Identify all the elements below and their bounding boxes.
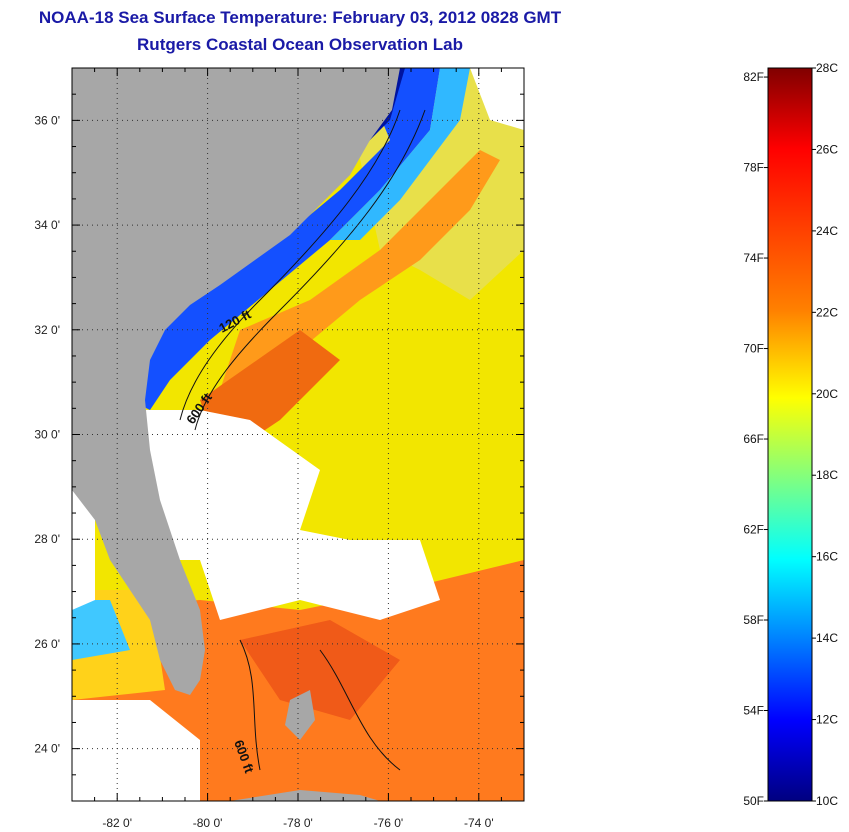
contour-600ft [194, 109, 426, 431]
coastal-cold [140, 68, 440, 410]
land-cuba [230, 790, 380, 801]
colorbar-f-label: 50F [743, 794, 764, 808]
page-subtitle: Rutgers Coastal Ocean Observation Lab [137, 35, 463, 54]
colorbar-f-label: 54F [743, 704, 764, 718]
lon-label: -76 0' [374, 816, 404, 830]
land-mainland [72, 68, 400, 695]
cloud-central [200, 410, 440, 620]
cloud-sw [72, 700, 200, 801]
colorbar-c-label: 20C [816, 387, 838, 401]
colorbar-c-label: 26C [816, 142, 838, 156]
colorbar-c-label: 16C [816, 550, 838, 564]
colorbar: 82F 78F 74F 70F 66F 62F 58F 54F 50F 28C … [743, 61, 838, 808]
colorbar-ticks [764, 67, 816, 802]
colorbar-c-label: 10C [816, 794, 838, 808]
cloud-gulf [72, 490, 95, 610]
page-title: NOAA-18 Sea Surface Temperature: Februar… [38, 8, 562, 27]
colorbar-f-label: 74F [743, 251, 764, 265]
colorbar-c-label: 24C [816, 224, 838, 238]
colorbar-f-label: 70F [743, 342, 764, 356]
colorbar-f-label: 66F [743, 432, 764, 446]
colorbar-c-label: 12C [816, 713, 838, 727]
map-ticks [71, 67, 525, 802]
lon-label: -78 0' [283, 816, 313, 830]
latitude-axis: 36 0' 34 0' 32 0' 30 0' 28 0' 26 0' 24 0… [34, 113, 60, 755]
lon-label: -74 0' [464, 816, 494, 830]
lat-label: 28 0' [34, 532, 60, 546]
contour-120ft [179, 109, 401, 421]
colorbar-f-label: 62F [743, 523, 764, 537]
map-gridlines [72, 68, 524, 801]
colorbar-c-label: 28C [816, 61, 838, 75]
gulf-mexico-cool [72, 600, 130, 660]
lon-label: -82 0' [102, 816, 132, 830]
lon-label: -80 0' [193, 816, 223, 830]
lat-label: 30 0' [34, 428, 60, 442]
colorbar-f-label: 78F [743, 161, 764, 175]
land-bahamas [285, 690, 315, 740]
colorbar-f-label: 82F [743, 70, 764, 84]
lat-label: 36 0' [34, 113, 60, 127]
colorbar-gradient [767, 67, 813, 802]
lat-label: 32 0' [34, 323, 60, 337]
colorbar-c-label: 14C [816, 631, 838, 645]
colorbar-c-label: 22C [816, 305, 838, 319]
lat-label: 34 0' [34, 218, 60, 232]
contour-bahamas [239, 639, 401, 771]
colorbar-f-label: 58F [743, 613, 764, 627]
ocean-south-core [240, 620, 400, 720]
cloud-ne [470, 68, 524, 130]
colorbar-c-label: 18C [816, 468, 838, 482]
lat-label: 24 0' [34, 742, 60, 756]
cloud-florida-coast [140, 410, 200, 560]
coastal-teal [330, 68, 470, 240]
lat-label: 26 0' [34, 637, 60, 651]
longitude-axis: -82 0' -80 0' -78 0' -76 0' -74 0' [102, 816, 493, 830]
